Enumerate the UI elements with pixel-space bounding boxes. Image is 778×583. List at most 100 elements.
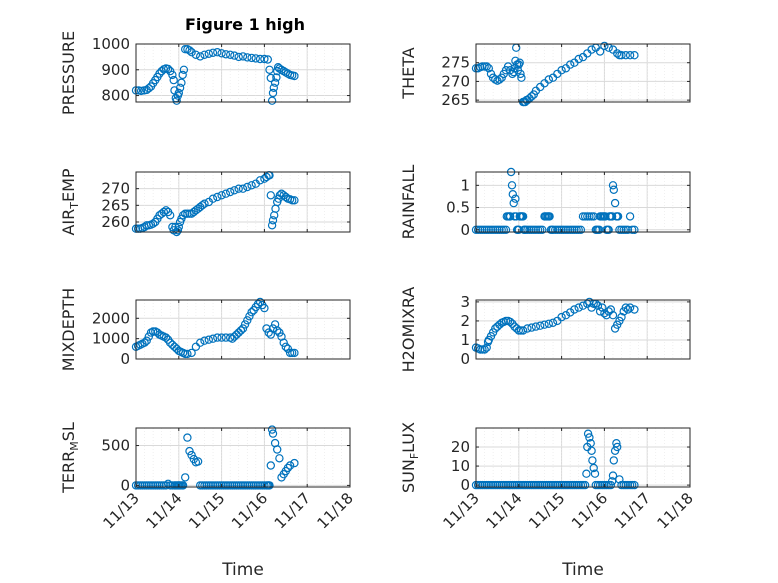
data-point [480,345,489,354]
data-point [230,481,239,490]
data-point [195,338,205,347]
data-point [213,333,222,342]
data-point [267,221,277,230]
data-point [273,445,282,454]
data-point [236,326,246,335]
x-tick-label: 11/16 [568,489,611,532]
data-point [180,209,190,218]
data-point [482,343,491,352]
data-point [255,176,265,185]
data-point [221,333,231,342]
data-point [563,480,573,490]
y-tick-label: 3 [460,293,470,311]
data-point [506,212,515,221]
data-point [217,49,226,58]
data-point [234,184,243,193]
data-point [613,442,622,452]
data-point [617,225,626,234]
data-point [610,198,620,208]
y-axis-label: RAINFALL [399,165,418,240]
data-point [221,50,231,59]
data-point [540,320,549,329]
data-point [148,481,158,490]
y-tick-label: 0 [120,350,130,368]
data-point [200,336,209,345]
y-axis-label: H2OMIXRA [399,287,418,373]
data-point [179,65,189,75]
data-point [553,480,562,490]
x-tick-label: 11/14 [482,489,525,532]
data-point [273,326,282,335]
x-tick-label: 11/13 [100,489,143,532]
x-tick-label: 11/13 [440,489,483,532]
data-point [247,53,256,63]
data-point [275,191,284,200]
data-point [488,480,498,490]
data-point [583,429,593,438]
data-point [178,70,187,80]
y-tick-label: 800 [101,87,130,105]
data-point [582,469,591,478]
data-point [191,50,201,60]
data-point [506,317,515,327]
data-point [238,184,248,193]
data-point [566,308,575,317]
data-point [499,225,508,234]
data-point [187,450,196,460]
data-point [585,433,594,442]
data-point [591,480,601,490]
data-point [588,456,597,465]
x-tick-label: 11/15 [185,489,228,532]
subplot-0: 800 900 1000 PRESSURE [59,31,351,115]
data-point [200,199,209,208]
data-point [548,225,558,234]
data-point [269,83,278,93]
data-point [518,326,528,335]
data-point [183,433,192,442]
y-tick-label: 1 [460,331,470,349]
data-point [155,481,164,490]
data-point [183,349,192,359]
data-point [266,73,275,83]
data-point [268,324,278,333]
data-point [251,481,260,490]
data-point [268,216,278,225]
data-point [136,86,146,96]
data-point [268,88,278,98]
data-point [213,192,222,202]
data-point [531,480,541,490]
data-point [617,51,626,60]
axes-box [475,43,691,103]
y-tick-label: 2000 [92,309,130,327]
data-point [609,456,619,465]
data-point [495,480,504,490]
data-point [168,70,177,80]
plot-area [476,172,690,232]
data-point [617,312,626,322]
data-point [600,41,609,51]
data-point [159,207,168,217]
data-point [208,481,218,490]
y-tick-label: 265 [441,91,470,109]
data-point [245,312,254,321]
data-point [473,480,483,490]
data-point [225,187,235,197]
data-point [175,83,185,93]
data-point [517,73,526,82]
data-point [542,480,551,490]
data-point [275,454,284,463]
x-tick-label: 11/14 [142,489,185,532]
y-axis-label: PRESSURE [59,31,78,115]
data-point [521,480,530,490]
data-point [617,480,626,490]
data-point [545,212,554,221]
data-point [243,316,252,325]
data-point [266,191,275,200]
data-point [223,481,233,490]
data-point [217,333,226,342]
data-point [608,471,618,480]
data-point [260,54,269,64]
